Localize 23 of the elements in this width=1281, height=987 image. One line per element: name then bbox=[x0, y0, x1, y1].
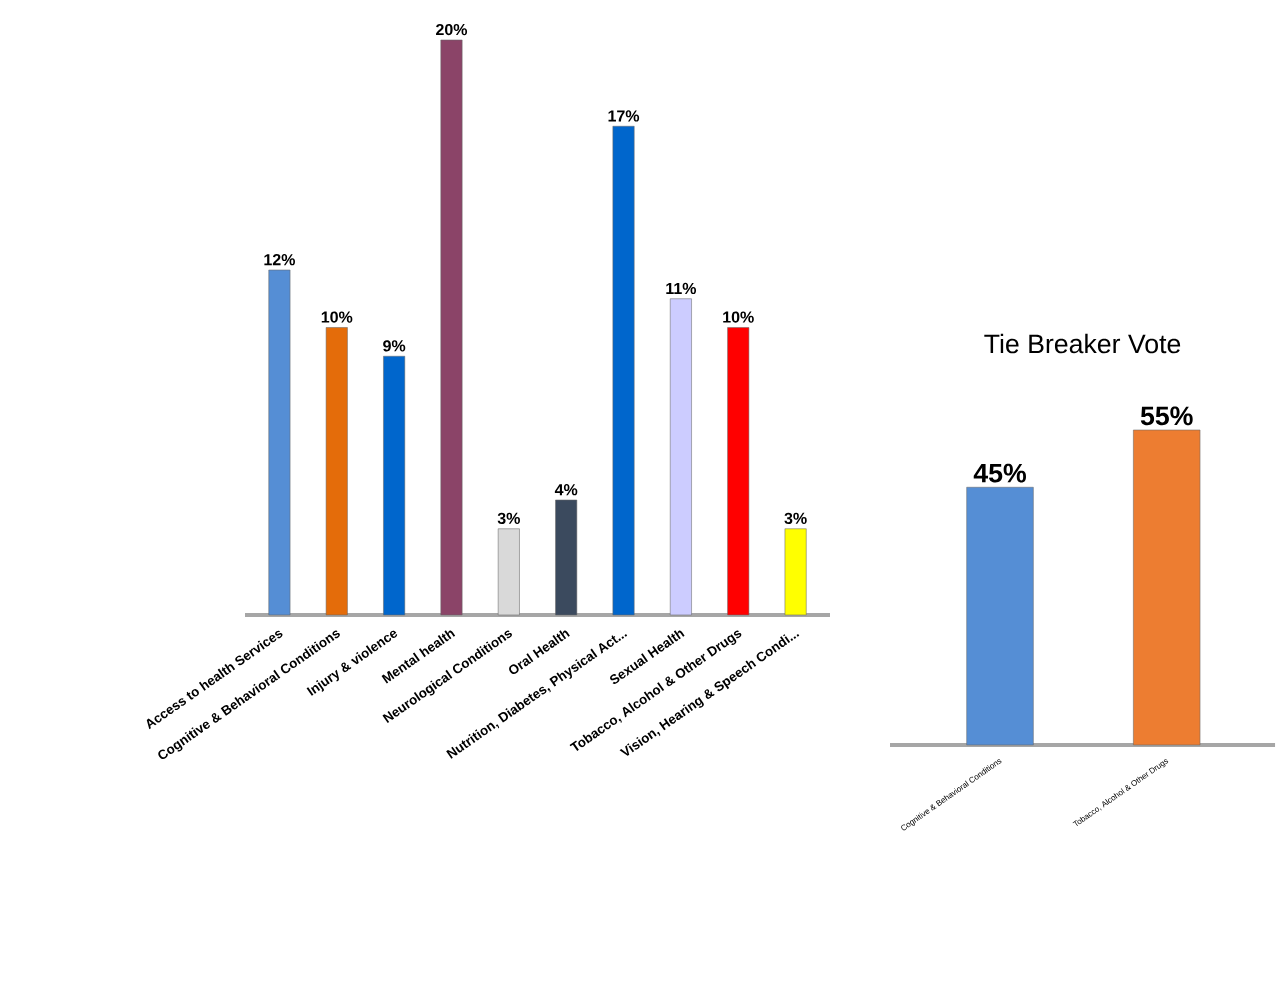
data-label: 10% bbox=[321, 311, 353, 323]
data-label: 3% bbox=[497, 512, 520, 525]
data-label: 17% bbox=[608, 110, 640, 122]
data-label: 20% bbox=[436, 23, 468, 36]
bar bbox=[440, 39, 463, 616]
data-label: 11% bbox=[666, 282, 697, 295]
bar bbox=[784, 528, 807, 616]
data-label: 55% bbox=[1140, 406, 1193, 426]
data-label: 12% bbox=[264, 253, 295, 266]
bar bbox=[727, 327, 750, 616]
data-label: 3% bbox=[784, 512, 807, 525]
bar bbox=[325, 327, 348, 616]
data-label: 45% bbox=[973, 463, 1026, 483]
bar bbox=[555, 499, 578, 616]
data-label: 9% bbox=[383, 340, 406, 352]
bar bbox=[383, 355, 406, 616]
data-label: 10% bbox=[723, 311, 754, 323]
data-label: 4% bbox=[554, 484, 578, 496]
bar bbox=[669, 298, 692, 616]
bar bbox=[497, 528, 520, 616]
chart-title: Tie Breaker Vote bbox=[984, 333, 1181, 354]
bar bbox=[612, 125, 635, 616]
bar bbox=[268, 269, 291, 616]
